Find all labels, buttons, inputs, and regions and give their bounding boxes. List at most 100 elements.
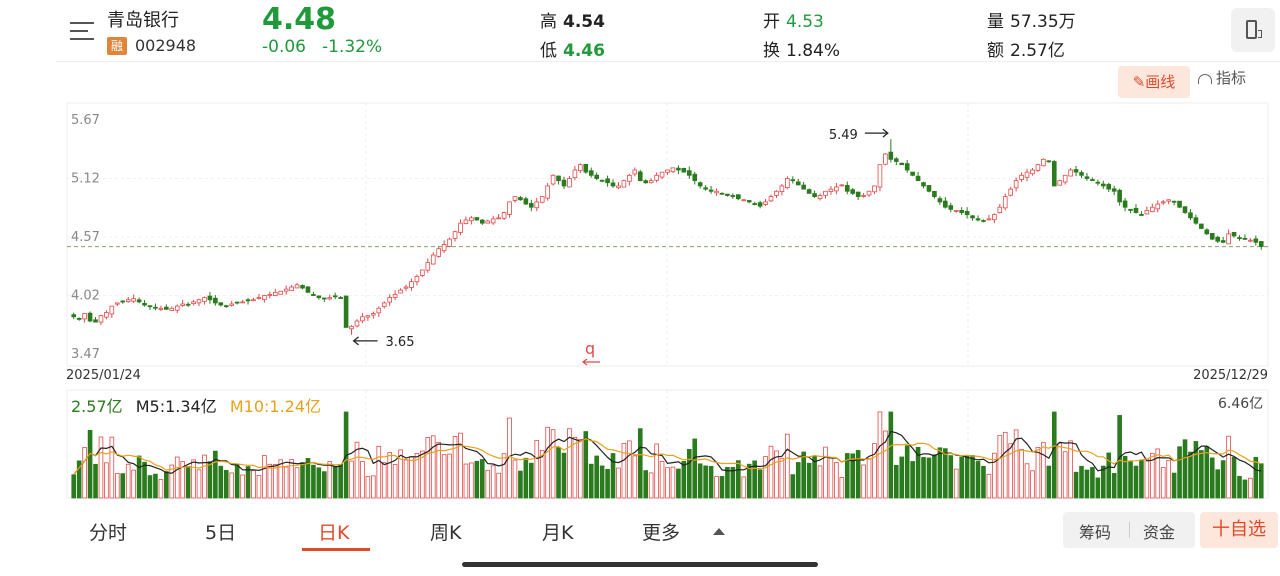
- volume-bar: [262, 455, 267, 499]
- candle-body: [1068, 169, 1073, 177]
- candle-body: [823, 190, 828, 196]
- volume-bar: [567, 428, 572, 499]
- candle-body: [594, 174, 599, 179]
- candle-body: [120, 300, 126, 303]
- candle-body: [409, 281, 414, 288]
- max-arrow-head: [882, 128, 889, 138]
- volume-bar: [790, 474, 796, 499]
- funds-button[interactable]: 资金: [1143, 523, 1176, 542]
- candle-body: [981, 220, 986, 222]
- candle-body: [109, 305, 115, 315]
- candle-body: [550, 174, 556, 185]
- candle-body: [883, 153, 888, 165]
- candle-body: [1182, 206, 1188, 213]
- candle-body: [866, 190, 872, 196]
- volume-bar: [529, 462, 534, 499]
- chips-button[interactable]: 筹码: [1079, 523, 1112, 542]
- margin-badge: 融: [107, 37, 127, 55]
- add-watchlist-button[interactable]: 十自选: [1200, 512, 1278, 548]
- candle-body: [1100, 183, 1106, 187]
- candle-body: [240, 301, 245, 304]
- candle-body: [1002, 196, 1008, 209]
- candle-body: [98, 315, 104, 323]
- candle-body: [398, 289, 403, 294]
- candle-body: [349, 325, 354, 330]
- tab-5day[interactable]: 5日: [205, 522, 237, 544]
- candle-body: [316, 295, 322, 299]
- volume-bar: [354, 441, 360, 499]
- candle-body: [893, 158, 899, 162]
- stat-low: 低 4.46: [540, 41, 605, 61]
- candle-body: [1139, 214, 1144, 216]
- candle-body: [665, 169, 670, 173]
- caret-up-icon[interactable]: [713, 528, 725, 535]
- volume-bar: [621, 443, 627, 499]
- volume-bar: [289, 459, 294, 499]
- volume-bar: [1160, 467, 1166, 499]
- candle-body: [311, 294, 316, 296]
- candle-body: [229, 303, 235, 306]
- candle-body: [387, 297, 392, 303]
- volume-bar: [899, 456, 905, 499]
- volume-bar: [953, 468, 959, 499]
- candle-body: [1046, 160, 1052, 163]
- volume-bar: [752, 460, 757, 499]
- volume-bar: [1024, 463, 1030, 499]
- candle-body: [539, 196, 545, 203]
- candle-body: [692, 173, 698, 182]
- candle-body: [490, 218, 496, 224]
- volume-bar: [196, 469, 202, 499]
- volume-bar: [1133, 465, 1139, 499]
- candle-body: [801, 184, 806, 190]
- volume-bar: [234, 463, 240, 499]
- tab-day-k[interactable]: 日K: [318, 522, 350, 544]
- tab-fenshi[interactable]: 分时: [89, 522, 128, 544]
- draw-line-button[interactable]: ✎画线: [1118, 66, 1190, 98]
- volume-bar: [594, 455, 599, 499]
- volume-bar: [142, 461, 147, 499]
- candle-body: [567, 178, 572, 188]
- candle-body: [910, 171, 915, 176]
- volume-bar: [98, 436, 104, 499]
- candle-body: [1188, 212, 1193, 219]
- volume-bar: [1002, 431, 1008, 499]
- candle-body: [414, 275, 420, 283]
- ma5-value: M5:1.34亿: [135, 397, 217, 416]
- tab-month-k[interactable]: 月K: [542, 522, 574, 544]
- candle-body: [583, 163, 589, 173]
- candle-body: [1144, 210, 1150, 215]
- menu-icon[interactable]: [70, 20, 96, 42]
- candle-body: [708, 189, 714, 192]
- volume-bar: [681, 461, 687, 499]
- volume-bar: [283, 466, 289, 499]
- candle-body: [1117, 189, 1122, 203]
- candle-body: [496, 217, 501, 220]
- volume-bar: [436, 441, 442, 499]
- candle-body: [512, 196, 518, 201]
- candle-body: [752, 203, 757, 205]
- candle-body: [332, 295, 338, 298]
- phone-icon[interactable]: [1231, 8, 1275, 52]
- volume-bar: [1019, 449, 1024, 499]
- volume-bar: [736, 460, 741, 499]
- volume-bar: [1041, 442, 1046, 499]
- candle-body: [1177, 200, 1182, 208]
- candle-body: [545, 185, 550, 199]
- volume-bar: [627, 440, 632, 499]
- tab-week-k[interactable]: 周K: [430, 522, 462, 544]
- candle-body: [877, 164, 883, 188]
- volume-bar: [964, 455, 970, 499]
- candle-body: [529, 203, 534, 208]
- candle-body: [147, 305, 153, 308]
- candle-body: [697, 182, 703, 187]
- volume-bar: [1242, 479, 1248, 499]
- candle-body: [1084, 176, 1090, 179]
- indicator-button[interactable]: 指标: [1198, 66, 1246, 90]
- tab-more[interactable]: 更多: [642, 522, 681, 544]
- volume-bar: [458, 432, 463, 499]
- volume-bar: [654, 443, 659, 499]
- volume-bar: [1248, 477, 1253, 499]
- volume-bar: [599, 465, 605, 499]
- volume-bar: [469, 462, 474, 499]
